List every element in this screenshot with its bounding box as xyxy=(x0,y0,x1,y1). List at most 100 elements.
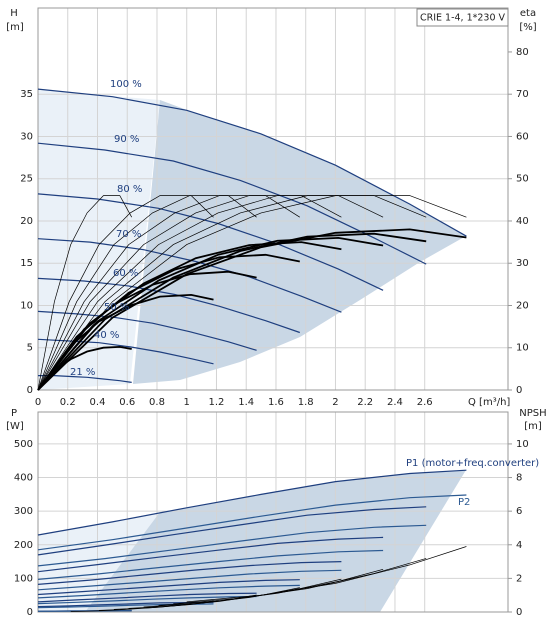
y2-tick-label: 60 xyxy=(516,131,529,142)
y-tick-label: 35 xyxy=(20,89,33,100)
y2-tick-label: 4 xyxy=(516,540,522,551)
primary-curve xyxy=(37,595,257,605)
primary-curve xyxy=(37,338,214,365)
x-tick-label: 1 xyxy=(184,397,190,408)
x-tick-label: 0.4 xyxy=(90,397,106,408)
primary-curve xyxy=(37,506,427,556)
x-tick-label: 2 xyxy=(332,397,338,408)
primary-curve xyxy=(37,579,300,596)
y2-tick-label: 30 xyxy=(516,258,529,269)
y2-tick-label: 80 xyxy=(516,47,529,58)
curve-label: 100 % xyxy=(110,79,142,90)
primary-curve xyxy=(37,592,257,603)
y2-tick-label: 0 xyxy=(516,385,522,396)
curve-label: 50 % xyxy=(104,302,129,313)
secondary-curve xyxy=(37,195,427,391)
y-tick-label: 5 xyxy=(27,343,33,354)
x-tick-label: 1.4 xyxy=(238,397,254,408)
y-tick-label: 25 xyxy=(20,174,33,185)
y2-tick-label: 6 xyxy=(516,506,522,517)
primary-curve xyxy=(37,536,384,573)
secondary-curve xyxy=(143,578,342,608)
y-tick-label: 30 xyxy=(20,131,33,142)
y-tick-label: 300 xyxy=(14,506,33,517)
secondary-curve xyxy=(158,568,384,606)
y2-axis-unit: [%] xyxy=(519,22,536,33)
primary-curve xyxy=(37,277,300,334)
plot-frame xyxy=(37,411,509,613)
x-tick-label: 1.2 xyxy=(209,397,225,408)
y2-tick-label: 8 xyxy=(516,473,522,484)
primary-curve xyxy=(37,584,300,599)
y-tick-label: 200 xyxy=(14,540,33,551)
x-tick-label: 0.8 xyxy=(149,397,165,408)
y-axis-label: H xyxy=(10,8,18,19)
primary-curve xyxy=(37,238,342,313)
y-tick-label: 15 xyxy=(20,258,33,269)
curve-label: 80 % xyxy=(117,184,142,195)
secondary-curve xyxy=(70,608,132,612)
y2-tick-label: 2 xyxy=(516,573,522,584)
y2-tick-label: 10 xyxy=(516,343,529,354)
y-tick-label: 0 xyxy=(27,607,33,618)
y2-tick-label: 0 xyxy=(516,607,522,618)
primary-curve xyxy=(37,549,384,580)
x-tick-label: 2.2 xyxy=(357,397,373,408)
primary-curve xyxy=(37,469,467,536)
light-range xyxy=(38,89,160,390)
y-axis-unit: [m] xyxy=(6,22,24,33)
secondary-curve xyxy=(37,195,384,391)
x-tick-label: 2.4 xyxy=(387,397,403,408)
secondary-curve xyxy=(37,195,133,391)
curve-label: P1 (motor+freq.converter) xyxy=(406,458,539,469)
y-axis-unit: [W] xyxy=(6,421,24,432)
y-tick-label: 100 xyxy=(14,573,33,584)
y2-tick-label: 20 xyxy=(516,300,529,311)
title-box xyxy=(416,8,509,27)
curve-label: 70 % xyxy=(116,229,141,240)
y-tick-label: 10 xyxy=(20,300,33,311)
secondary-curve xyxy=(37,195,214,391)
curve-label: 21 % xyxy=(70,367,95,378)
primary-curve xyxy=(37,494,467,551)
y2-tick-label: 40 xyxy=(516,216,529,227)
y-tick-label: 500 xyxy=(14,439,33,450)
y-tick-label: 20 xyxy=(20,216,33,227)
y-tick-label: 0 xyxy=(27,385,33,396)
secondary-curve xyxy=(37,195,257,391)
x-tick-label: 2.6 xyxy=(417,397,433,408)
primary-curve xyxy=(37,569,342,591)
primary-curve xyxy=(37,524,427,567)
primary-curve xyxy=(37,142,427,265)
y2-tick-label: 70 xyxy=(516,89,529,100)
x-tick-label: 0.2 xyxy=(60,397,76,408)
curve-label: P2 xyxy=(458,497,470,508)
x-tick-label: 1.8 xyxy=(298,397,314,408)
x-tick-label: 1.6 xyxy=(268,397,284,408)
y2-tick-label: 50 xyxy=(516,174,529,185)
x-axis-label: Q [m³/h] xyxy=(468,397,510,408)
secondary-curve xyxy=(37,253,300,391)
curve-label: 40 % xyxy=(94,330,119,341)
y-tick-label: 400 xyxy=(14,473,33,484)
primary-curve xyxy=(37,88,467,237)
secondary-curve xyxy=(186,546,467,603)
y2-tick-label: 10 xyxy=(516,439,529,450)
x-tick-label: 0 xyxy=(35,397,41,408)
y2-axis-label: eta xyxy=(520,8,536,19)
secondary-curve xyxy=(37,270,257,391)
secondary-curve xyxy=(128,587,300,609)
primary-curve xyxy=(37,561,342,585)
primary-curve xyxy=(37,310,257,351)
y2-axis-unit: [m] xyxy=(524,421,542,432)
chart-title: CRIE 1-4, 1*230 V xyxy=(420,13,506,24)
y-axis-label: P xyxy=(11,408,17,419)
primary-curve xyxy=(38,375,132,383)
x-tick-label: 0.6 xyxy=(119,397,135,408)
curve-label: 90 % xyxy=(114,134,139,145)
plot-frame xyxy=(37,7,509,391)
secondary-curve xyxy=(37,195,300,391)
curve-label: 60 % xyxy=(113,268,138,279)
secondary-curve xyxy=(37,345,132,391)
